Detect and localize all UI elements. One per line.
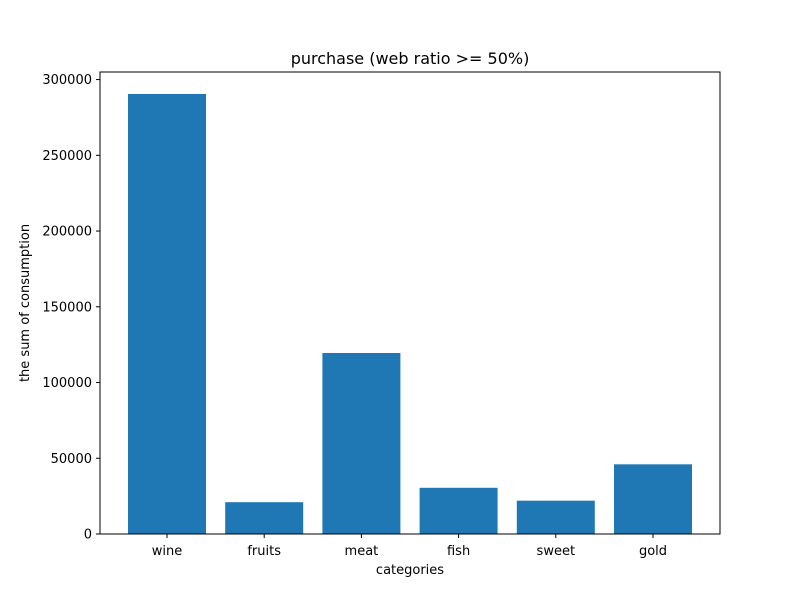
y-axis-label: the sum of consumption xyxy=(18,224,33,382)
plot-frame xyxy=(99,71,721,535)
bar-sweet xyxy=(516,500,595,534)
y-tick-label: 100000 xyxy=(42,376,92,391)
y-tick-label: 250000 xyxy=(42,149,92,164)
bar-wine xyxy=(128,93,206,535)
bar-fish xyxy=(419,487,498,534)
bar-fruits xyxy=(225,502,304,534)
x-tick-label: fish xyxy=(447,544,470,559)
y-tick-label: 300000 xyxy=(42,73,92,88)
bars-group xyxy=(128,93,692,535)
x-axis: wine fruits meat fish sweet gold xyxy=(152,534,667,559)
bar-meat xyxy=(322,352,401,534)
bar-gold xyxy=(614,464,692,534)
chart-title: purchase (web ratio >= 50%) xyxy=(291,49,530,68)
y-tick-label: 200000 xyxy=(42,225,92,240)
x-tick-label: gold xyxy=(639,544,667,559)
y-tick-label: 0 xyxy=(84,528,92,543)
x-tick-label: meat xyxy=(345,544,379,559)
x-tick-label: sweet xyxy=(537,544,576,559)
y-tick-label: 50000 xyxy=(51,452,92,467)
x-axis-label: categories xyxy=(376,563,444,578)
y-axis: 0 50000 100000 150000 200000 250000 300000 xyxy=(42,73,100,543)
y-tick-label: 150000 xyxy=(42,300,92,315)
x-tick-label: wine xyxy=(152,544,182,559)
x-tick-label: fruits xyxy=(247,544,281,559)
